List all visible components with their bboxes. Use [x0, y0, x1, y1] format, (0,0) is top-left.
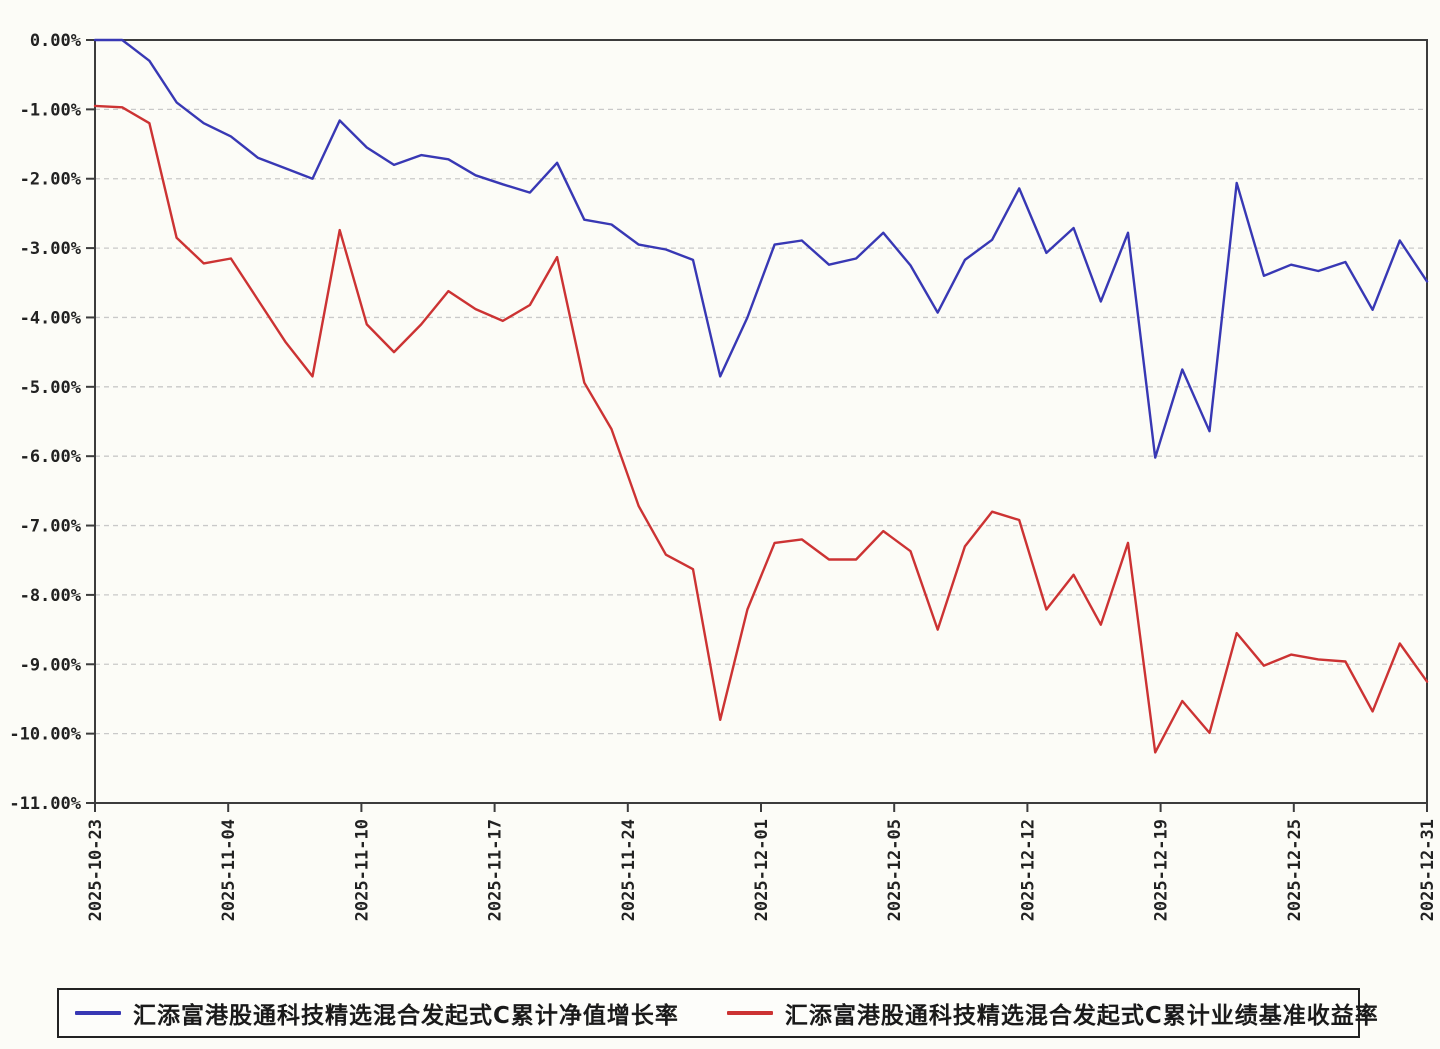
y-tick-label: -4.00% [20, 308, 82, 328]
y-tick-label: -1.00% [20, 100, 82, 120]
x-tick-label: 2025-11-24 [619, 819, 639, 921]
y-tick-label: -2.00% [20, 170, 82, 190]
benchmark-return-line [93, 104, 1429, 754]
x-tick-label: 2025-12-31 [1418, 819, 1438, 921]
y-tick-label: 0.00% [30, 31, 82, 51]
x-tick-label: 2025-12-01 [752, 819, 772, 921]
chart-canvas: 0.00% -1.00% -2.00% -3.00% -4.00% -5.00% -6.00… [9, 31, 1438, 921]
x-tick-label: 2025-11-17 [486, 819, 506, 921]
nav-growth-line-swatch-icon [75, 1011, 121, 1015]
legend-item-nav-growth: 汇添富港股通科技精选混合发起式C累计净值增长率 [75, 996, 679, 1030]
x-tick-label: 2025-11-10 [352, 819, 372, 921]
x-tick-label: 2025-12-25 [1285, 819, 1305, 921]
y-tick-label: -11.00% [9, 794, 81, 814]
y-tick-label: -7.00% [20, 517, 82, 537]
y-tick-label: -6.00% [20, 447, 82, 467]
y-tick-label: -3.00% [20, 239, 82, 259]
fund-performance-chart: 0.00% -1.00% -2.00% -3.00% -4.00% -5.00% -6.00… [9, 31, 1438, 921]
legend: 汇添富港股通科技精选混合发起式C累计净值增长率 汇添富港股通科技精选混合发起式C… [57, 988, 1378, 1038]
legend-item-benchmark: 汇添富港股通科技精选混合发起式C累计业绩基准收益率 [726, 996, 1379, 1030]
y-tick-label: -10.00% [9, 725, 81, 745]
benchmark-line-swatch-icon [726, 1011, 773, 1015]
plot-border [94, 39, 1428, 804]
x-tick-label: 2025-12-19 [1152, 819, 1172, 921]
y-tick-label: -9.00% [20, 655, 82, 675]
x-tick-label: 2025-12-05 [885, 819, 905, 921]
x-tick-label: 2025-11-04 [219, 819, 239, 921]
nav-growth-legend-label: 汇添富港股通科技精选混合发起式C累计净值增长率 [133, 1003, 679, 1029]
x-tick-label: 2025-10-23 [86, 819, 106, 921]
benchmark-legend-label: 汇添富港股通科技精选混合发起式C累计业绩基准收益率 [784, 1003, 1379, 1029]
cumulative-nav-growth-line [93, 38, 1429, 459]
y-tick-label: -8.00% [20, 586, 82, 606]
y-tick-label: -5.00% [20, 378, 82, 398]
x-tick-label: 2025-12-12 [1018, 819, 1038, 921]
